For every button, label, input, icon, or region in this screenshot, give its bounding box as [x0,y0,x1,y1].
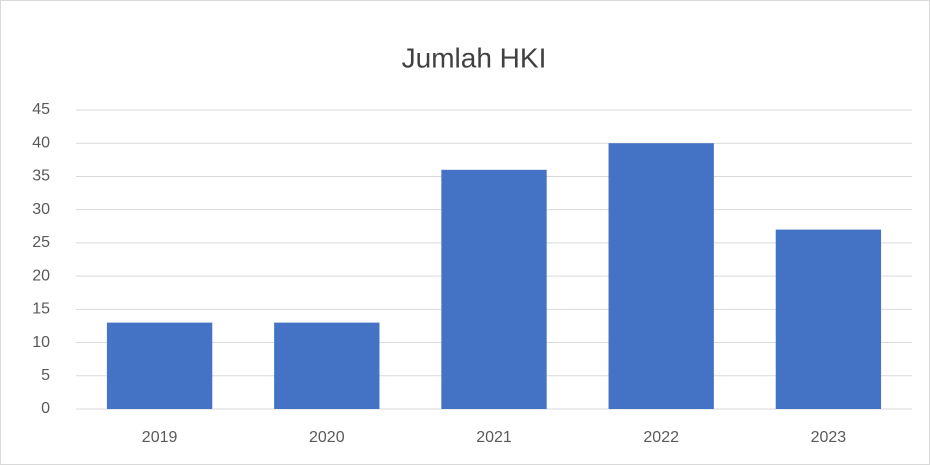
y-tick-label: 35 [32,168,50,185]
bar [775,229,882,409]
y-tick-label: 45 [32,101,50,118]
x-tick-label: 2022 [643,429,679,446]
chart-title: Jumlah HKI [402,42,547,73]
y-tick-label: 15 [32,301,50,318]
y-tick-label: 20 [32,267,50,284]
x-tick-label: 2020 [309,429,345,446]
bar [441,169,547,409]
x-tick-label: 2019 [142,429,178,446]
x-tick-label: 2021 [476,429,512,446]
y-tick-label: 25 [32,234,50,251]
x-tick-label: 2023 [811,429,847,446]
y-tick-label: 40 [32,134,50,151]
bar [608,143,714,409]
bar [274,322,380,409]
y-tick-label: 10 [32,334,50,351]
y-tick-label: 5 [41,367,50,384]
y-tick-label: 30 [32,201,50,218]
bar [106,322,213,409]
y-tick-label: 0 [41,400,50,417]
